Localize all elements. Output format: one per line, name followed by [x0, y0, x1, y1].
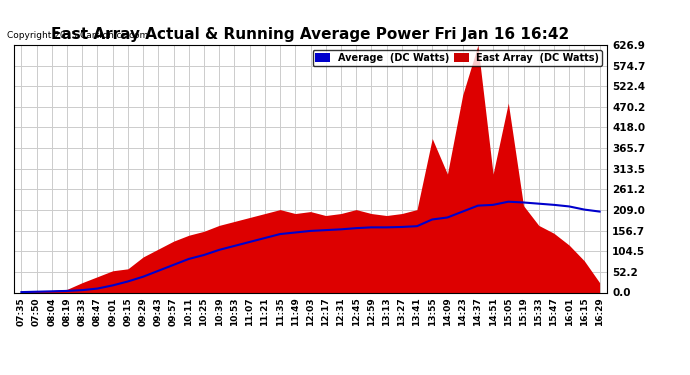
Text: Copyright 2015 Cartronics.com: Copyright 2015 Cartronics.com [7, 30, 148, 39]
Legend: Average  (DC Watts), East Array  (DC Watts): Average (DC Watts), East Array (DC Watts… [313, 50, 602, 66]
Title: East Array Actual & Running Average Power Fri Jan 16 16:42: East Array Actual & Running Average Powe… [51, 27, 570, 42]
